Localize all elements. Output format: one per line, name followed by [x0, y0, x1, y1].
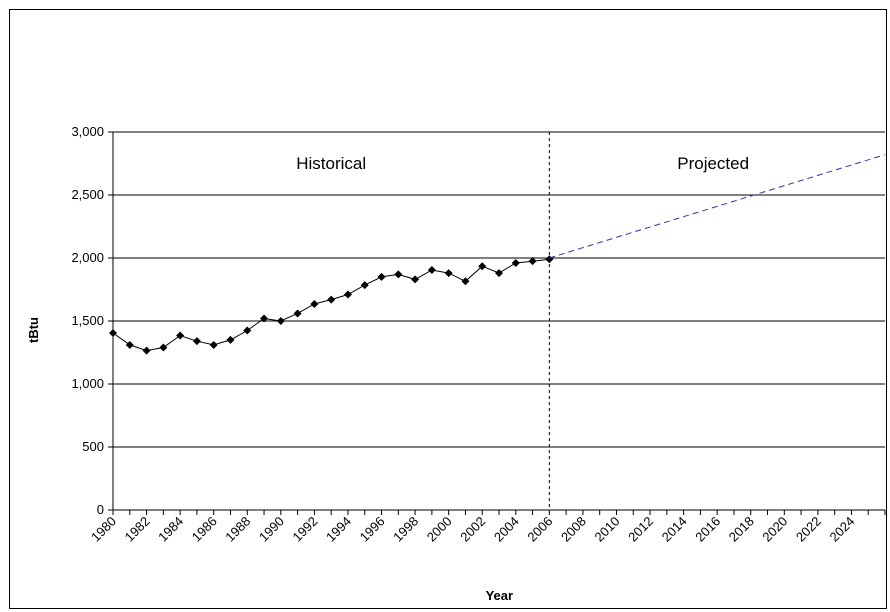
data-point	[142, 346, 151, 355]
y-tick-label: 3,000	[71, 124, 104, 139]
data-point	[495, 269, 503, 278]
x-tick-label: 1982	[122, 514, 153, 545]
x-tick-label: 1980	[88, 514, 119, 545]
series-layer	[109, 154, 886, 355]
y-tick-label: 2,000	[71, 250, 104, 265]
data-point	[226, 335, 235, 344]
data-point	[310, 299, 319, 308]
axes	[108, 131, 886, 515]
data-point	[343, 290, 352, 299]
x-tick-label: 1994	[323, 514, 354, 545]
x-tick-label: 1992	[289, 514, 320, 545]
y-tick-label: 0	[97, 502, 104, 517]
data-point	[444, 269, 453, 278]
x-tick-label: 2024	[826, 514, 857, 545]
chart-frame: 0 500 1,000 1,500 2,000 2,500 3,000 1980 1982 19…	[9, 9, 887, 609]
data-point	[427, 265, 436, 274]
y-tick-labels: 0 500 1,000 1,500 2,000 2,500 3,000	[71, 124, 104, 517]
grid-lines	[113, 131, 885, 448]
x-tick-label: 2004	[491, 514, 522, 545]
data-point	[176, 331, 185, 340]
x-tick-label: 1988	[222, 514, 253, 545]
y-tick-label: 1,500	[71, 313, 104, 328]
y-axis-title: tBtu	[26, 317, 41, 343]
x-tick-label: 2012	[625, 514, 656, 545]
x-tick-label: 2014	[659, 514, 690, 545]
data-point	[327, 295, 336, 304]
data-point	[125, 340, 134, 349]
x-tick-label: 1984	[155, 514, 186, 545]
x-tick-label: 1990	[256, 514, 287, 545]
x-tick-label: 2016	[692, 514, 723, 545]
data-point	[243, 326, 252, 335]
data-point	[394, 270, 403, 279]
x-tick-label: 2010	[592, 514, 623, 545]
data-point	[511, 259, 520, 268]
data-point	[461, 277, 470, 286]
y-tick-label: 1,000	[71, 376, 104, 391]
x-tick-labels: 1980 1982 1984 1986 1988 1990 1992 1994 1996 1998…	[88, 514, 857, 545]
x-tick-label: 1998	[390, 514, 421, 545]
y-tick-label: 2,500	[71, 187, 104, 202]
x-tick-label: 2022	[793, 514, 824, 545]
data-point	[192, 337, 201, 346]
data-point	[260, 314, 269, 323]
series-line-1	[549, 154, 886, 259]
x-tick-label: 2002	[457, 514, 488, 545]
y-tick-label: 500	[82, 439, 104, 454]
data-point	[545, 255, 554, 264]
data-point	[209, 340, 218, 349]
data-point	[293, 309, 302, 318]
x-axis-title: Year	[486, 588, 513, 603]
x-tick-label: 2000	[424, 514, 455, 545]
x-tick-label: 2018	[726, 514, 757, 545]
x-tick-label: 1996	[357, 514, 388, 545]
projected-label: Projected	[677, 154, 749, 173]
data-point	[159, 343, 168, 352]
data-point	[360, 281, 369, 290]
data-point	[411, 275, 420, 284]
x-tick-label: 2008	[558, 514, 589, 545]
x-tick-label: 2020	[759, 514, 790, 545]
x-tick-label: 1986	[189, 514, 220, 545]
data-point	[528, 257, 537, 266]
data-point	[478, 262, 487, 271]
x-tick-label: 2006	[524, 514, 555, 545]
data-point	[377, 272, 386, 281]
data-point	[276, 317, 285, 325]
historical-label: Historical	[296, 154, 366, 173]
